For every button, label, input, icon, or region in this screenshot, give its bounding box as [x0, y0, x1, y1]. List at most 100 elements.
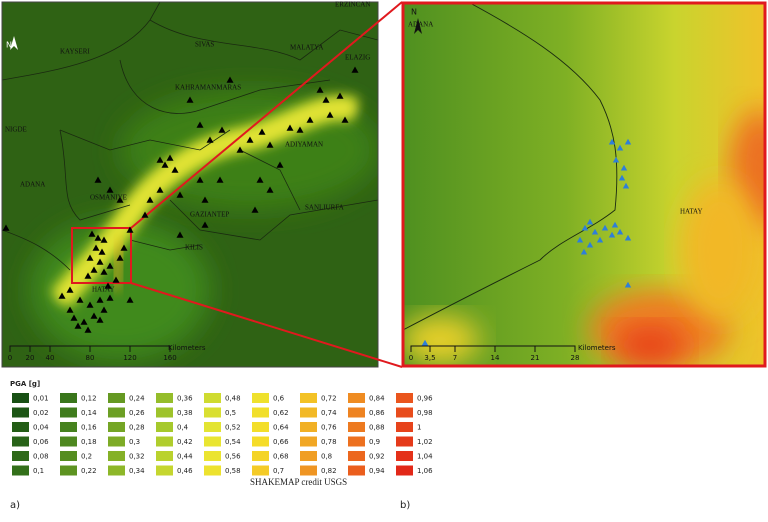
- station: [176, 191, 184, 198]
- legend-swatch: [396, 422, 413, 432]
- station: [306, 116, 314, 123]
- station: [296, 126, 304, 133]
- station: [341, 116, 349, 123]
- map-b: [403, 3, 765, 366]
- legend-swatch: [156, 436, 173, 447]
- legend-label: 0,46: [177, 467, 193, 475]
- station: [611, 221, 619, 228]
- station: [100, 236, 108, 243]
- legend-swatch: [12, 465, 29, 476]
- legend-label: 0,28: [129, 424, 145, 432]
- legend-label: 1: [417, 424, 421, 432]
- scale-label: 80: [86, 354, 95, 362]
- place-label: NIGDE: [5, 126, 27, 134]
- station: [116, 196, 124, 203]
- station: [106, 294, 114, 301]
- scale-label: 28: [571, 354, 580, 362]
- legend-label: 0,2: [81, 453, 92, 461]
- legend-label: 0,62: [273, 409, 289, 417]
- station: [286, 124, 294, 131]
- place-label: KILIS: [185, 244, 203, 252]
- station: [608, 138, 616, 145]
- station: [618, 174, 626, 181]
- station: [196, 121, 204, 128]
- map-a: [2, 2, 378, 367]
- scale-label: 0: [409, 354, 413, 362]
- station: [608, 231, 616, 238]
- legend-label: 1,06: [417, 467, 433, 475]
- station: [612, 156, 620, 163]
- legend-swatch: [252, 465, 269, 476]
- station: [266, 186, 274, 193]
- scale-unit: Kilometers: [578, 344, 616, 352]
- station: [601, 224, 609, 231]
- legend-swatch: [396, 436, 413, 447]
- legend-label: 0,44: [177, 453, 193, 461]
- legend-label: 0,9: [369, 438, 380, 446]
- place-label: ADIYAMAN: [285, 141, 323, 149]
- station: [326, 111, 334, 118]
- station: [161, 161, 169, 168]
- station: [2, 224, 10, 231]
- station: [256, 176, 264, 183]
- legend-swatch: [156, 451, 173, 461]
- station: [216, 176, 224, 183]
- station: [258, 128, 266, 135]
- place-label: OSMANIYE: [90, 194, 127, 202]
- legend-label: 0,4: [177, 424, 189, 432]
- station: [90, 266, 98, 273]
- station: [266, 141, 274, 148]
- legend-label: 0,86: [369, 409, 385, 417]
- legend-label: 0,02: [33, 409, 49, 417]
- legend-label: 0,01: [33, 395, 49, 403]
- station: [201, 196, 209, 203]
- scale-label: 20: [26, 354, 35, 362]
- zoom-box: [71, 227, 132, 284]
- legend-swatch: [396, 407, 413, 418]
- legend-swatch: [252, 407, 269, 418]
- legend-swatch: [108, 465, 125, 476]
- legend-swatch: [348, 451, 365, 461]
- legend-swatch: [204, 465, 221, 476]
- station: [80, 318, 88, 325]
- scale-label: 7: [453, 354, 457, 362]
- legend-swatch: [204, 407, 221, 418]
- station: [624, 234, 632, 241]
- station: [322, 96, 330, 103]
- station: [576, 236, 584, 243]
- legend-swatch: [108, 393, 125, 403]
- legend-swatch: [60, 407, 77, 418]
- legend-swatch: [300, 451, 317, 461]
- station: [116, 254, 124, 261]
- station: [251, 206, 259, 213]
- station: [201, 221, 209, 228]
- station: [76, 296, 84, 303]
- legend-label: 0,78: [321, 438, 337, 446]
- legend-swatch: [108, 451, 125, 461]
- station: [166, 154, 174, 161]
- legend-label: 0,22: [81, 467, 97, 475]
- scale-label: 40: [46, 354, 55, 362]
- legend-swatch: [252, 451, 269, 461]
- legend-label: 0,94: [369, 467, 385, 475]
- zoom-line: [130, 1, 403, 229]
- station: [624, 138, 632, 145]
- place-label: KAHRAMANMARAS: [175, 84, 241, 92]
- place-label: ELAZIG: [345, 54, 370, 62]
- frame-a: [1, 1, 379, 368]
- legend-swatch: [252, 436, 269, 447]
- panel-label: b): [400, 500, 410, 511]
- legend-swatch: [204, 451, 221, 461]
- station: [70, 314, 78, 321]
- legend-label: 0,58: [225, 467, 241, 475]
- station: [616, 228, 624, 235]
- station: [624, 281, 632, 288]
- station: [580, 248, 588, 255]
- legend-label: 0,64: [273, 424, 289, 432]
- station: [58, 292, 66, 299]
- station: [236, 146, 244, 153]
- legend-label: 0,72: [321, 395, 337, 403]
- station: [112, 276, 120, 283]
- legend-label: 0,54: [225, 438, 241, 446]
